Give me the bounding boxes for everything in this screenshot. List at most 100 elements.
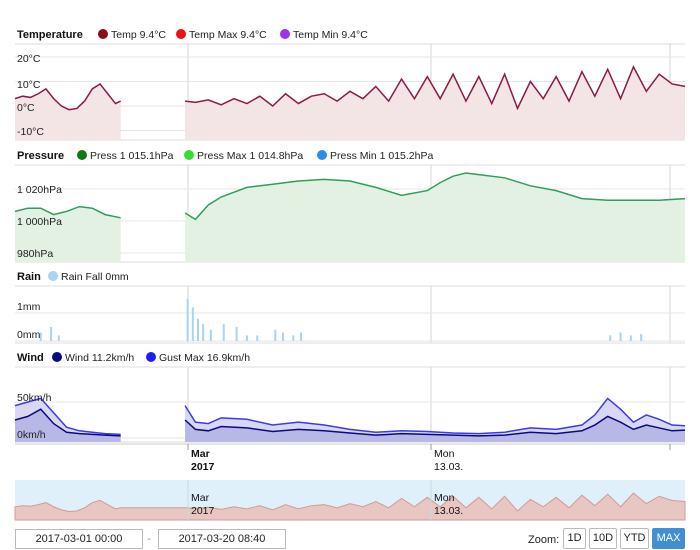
rain-bar[interactable]	[629, 335, 632, 341]
press-max-legend-dot[interactable]	[184, 150, 194, 160]
wind-legend-label[interactable]: Wind 11.2km/h	[65, 352, 134, 364]
temp-tick-20: 20°C	[17, 53, 41, 65]
pressure-plot	[14, 164, 686, 263]
temperature-line[interactable]	[184, 65, 686, 111]
rain-bar[interactable]	[274, 329, 277, 341]
weather-chart: Temperature Temp 9.4°C Temp Max 9.4°C Te…	[14, 29, 686, 521]
pressure-line[interactable]	[14, 205, 121, 219]
navigator[interactable]: Mar 2017 Mon 13.03.	[14, 480, 686, 521]
rain-bar[interactable]	[57, 335, 60, 341]
wind-area	[15, 409, 121, 442]
zoom-max-button[interactable]: MAX	[652, 528, 685, 549]
temp-tick-0: 0°C	[17, 102, 35, 114]
rain-legend-label[interactable]: Rain Fall 0mm	[61, 271, 129, 283]
temp-legend-label[interactable]: Temp 9.4°C	[111, 29, 166, 41]
temperature-area	[185, 66, 686, 140]
x-label-2017: 2017	[191, 461, 215, 473]
rain-bar[interactable]	[300, 332, 303, 341]
temp-tick-10: 10°C	[17, 79, 41, 91]
press-tick-1020: 1 020hPa	[17, 184, 62, 196]
x-label-mar: Mar	[191, 448, 210, 460]
rain-bar[interactable]	[191, 307, 194, 341]
rain-bar[interactable]	[50, 327, 53, 341]
zoom-ytd-button[interactable]: YTD	[620, 528, 649, 549]
rain-bar[interactable]	[202, 324, 205, 341]
temperature-line[interactable]	[14, 82, 121, 111]
rain-bar[interactable]	[222, 324, 225, 341]
nav-label-1303: 13.03.	[434, 505, 463, 517]
wind-legend-dot[interactable]	[52, 352, 62, 362]
rain-bar[interactable]	[196, 318, 199, 341]
rain-bar[interactable]	[39, 332, 42, 341]
press-legend-label[interactable]: Press 1 015.1hPa	[90, 150, 174, 162]
rain-bar[interactable]	[256, 335, 259, 341]
rain-plot	[15, 285, 685, 344]
navigator-area	[14, 492, 686, 521]
zoom-10d-button[interactable]: 10D	[589, 528, 617, 549]
rain-bar[interactable]	[640, 334, 643, 341]
temp-min-legend-dot[interactable]	[280, 29, 290, 39]
rain-bar[interactable]	[292, 335, 295, 341]
range-from-input[interactable]: 2017-03-01 00:00	[15, 529, 143, 549]
wind-plot	[14, 366, 686, 443]
rain-bar[interactable]	[186, 299, 189, 341]
nav-label-mon: Mon	[434, 492, 455, 504]
gust-legend-dot[interactable]	[146, 352, 156, 362]
rain-ticks: 1mm 0mm	[17, 301, 41, 341]
pressure-title: Pressure	[17, 150, 64, 162]
temperature-ticks: 20°C 10°C 0°C -10°C	[17, 53, 44, 138]
pressure-area	[185, 173, 686, 262]
rain-legend-dot[interactable]	[48, 271, 58, 281]
pressure-ticks: 1 020hPa 1 000hPa 980hPa	[17, 184, 62, 260]
x-label-mon: Mon	[434, 448, 455, 460]
wind-header: Wind Wind 11.2km/h Gust Max 16.9km/h	[17, 352, 250, 364]
temperature-area	[15, 83, 121, 140]
navigator-series	[14, 492, 686, 521]
rain-bar[interactable]	[245, 335, 248, 341]
gust-line[interactable]	[14, 397, 121, 436]
press-min-legend-label[interactable]: Press Min 1 015.2hPa	[330, 150, 433, 162]
gust-line[interactable]	[184, 397, 686, 435]
press-tick-1000: 1 000hPa	[17, 216, 62, 228]
temperature-plot	[14, 43, 686, 141]
range-separator: -	[147, 533, 151, 545]
pressure-area	[15, 206, 121, 262]
temp-legend-dot[interactable]	[98, 29, 108, 39]
press-legend-dot[interactable]	[77, 150, 87, 160]
rain-title: Rain	[17, 271, 41, 283]
wind-tick-50: 50km/h	[17, 392, 52, 404]
rain-tick-0mm: 0mm	[17, 329, 41, 341]
x-label-1303: 13.03.	[434, 461, 463, 473]
range-to-input[interactable]: 2017-03-20 08:40	[158, 529, 286, 549]
zoom-label: Zoom:	[528, 534, 560, 546]
rain-bar[interactable]	[609, 335, 612, 341]
wind-ticks: 50km/h 0km/h	[17, 392, 52, 441]
temp-max-legend-dot[interactable]	[176, 29, 186, 39]
press-max-legend-label[interactable]: Press Max 1 014.8hPa	[197, 150, 303, 162]
temp-tick-neg10: -10°C	[17, 126, 44, 138]
temp-max-legend-label[interactable]: Temp Max 9.4°C	[189, 29, 267, 41]
rain-header: Rain Rain Fall 0mm	[17, 271, 129, 283]
nav-label-mar: Mar	[191, 492, 210, 504]
wind-line[interactable]	[14, 408, 121, 437]
pressure-line[interactable]	[184, 172, 686, 221]
rain-bar[interactable]	[619, 332, 622, 341]
pressure-header: Pressure Press 1 015.1hPa Press Max 1 01…	[17, 150, 433, 162]
wind-title: Wind	[17, 352, 44, 364]
wind-line[interactable]	[184, 415, 686, 437]
temperature-header: Temperature Temp 9.4°C Temp Max 9.4°C Te…	[17, 29, 368, 41]
nav-label-2017: 2017	[191, 505, 215, 517]
x-axis: Mar 2017 Mon 13.03.	[15, 443, 685, 473]
wind-area	[185, 416, 686, 442]
wind-tick-0: 0km/h	[17, 429, 46, 441]
gust-legend-label[interactable]: Gust Max 16.9km/h	[159, 352, 250, 364]
press-tick-980: 980hPa	[17, 248, 53, 260]
rain-tick-1mm: 1mm	[17, 301, 41, 313]
rain-bar[interactable]	[209, 329, 212, 341]
rain-bar[interactable]	[282, 332, 284, 341]
rain-bar[interactable]	[235, 327, 238, 341]
press-min-legend-dot[interactable]	[317, 150, 327, 160]
temp-min-legend-label[interactable]: Temp Min 9.4°C	[293, 29, 368, 41]
temperature-title: Temperature	[17, 29, 83, 41]
zoom-1d-button[interactable]: 1D	[563, 528, 586, 549]
